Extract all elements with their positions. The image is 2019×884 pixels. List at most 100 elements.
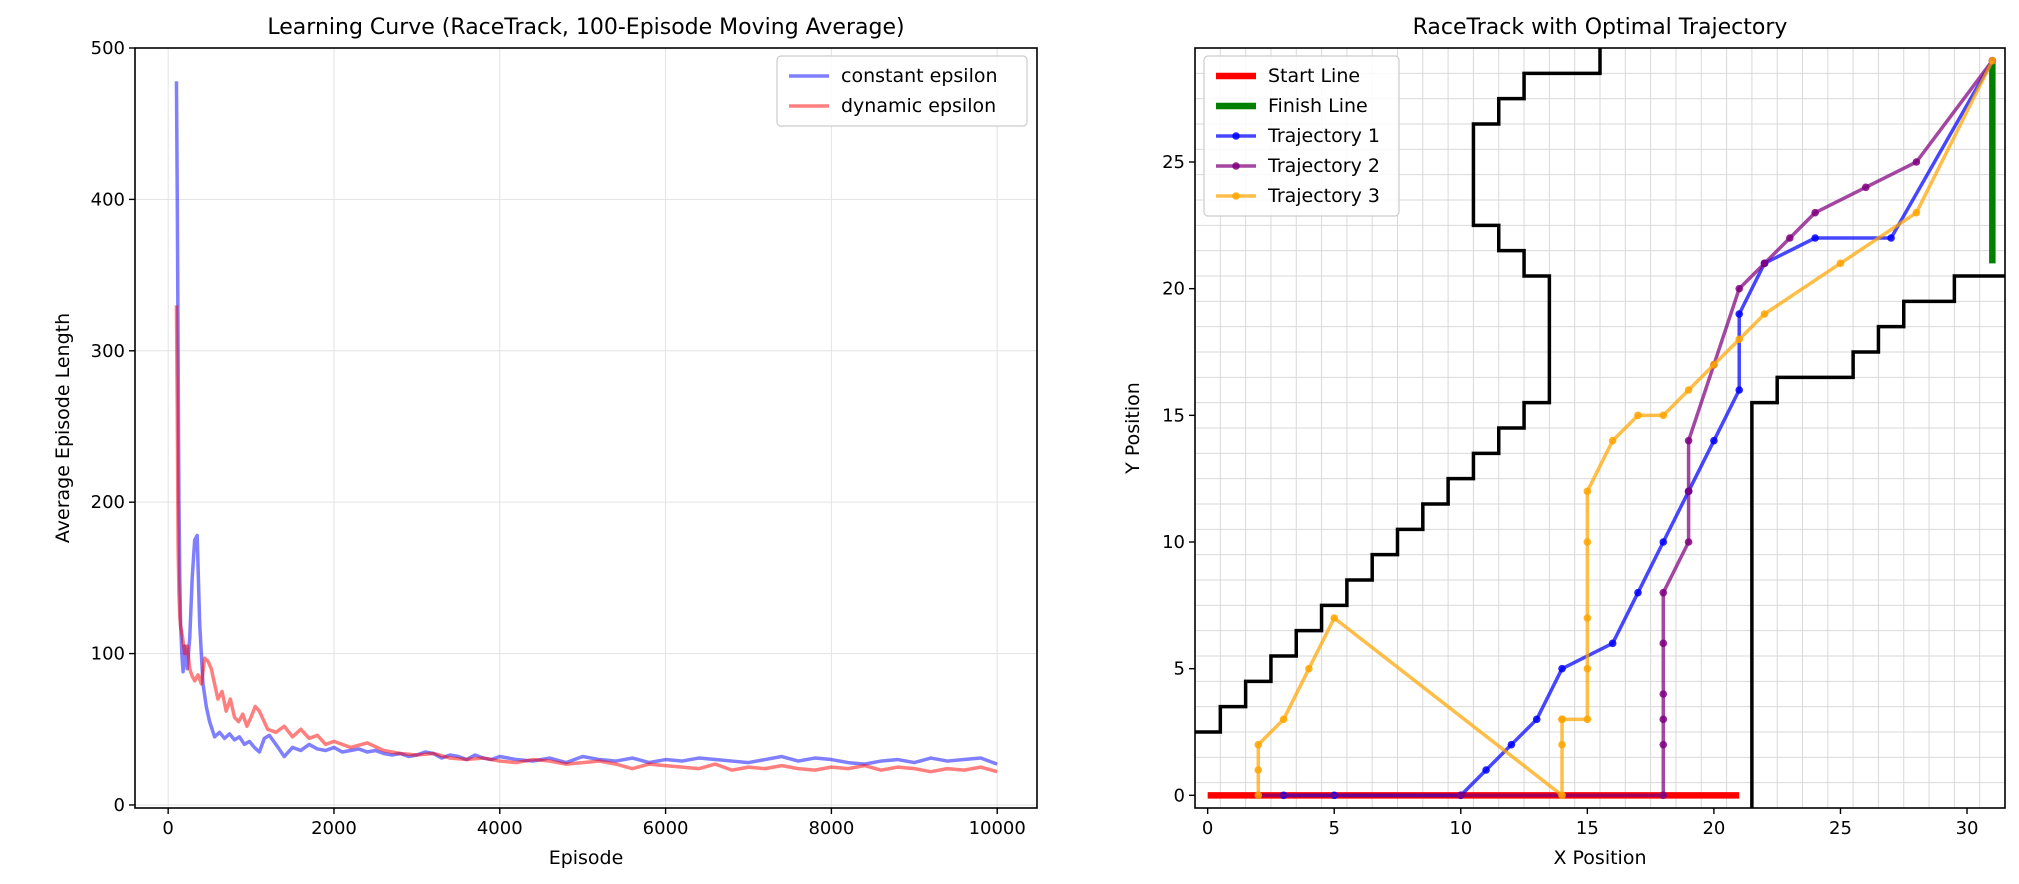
series-line-5 [1256, 59, 1994, 798]
y-tick-label: 20 [1162, 279, 1185, 300]
y-tick-label: 200 [91, 492, 125, 513]
boundary-left-line [1195, 48, 1602, 734]
y-tick-label: 15 [1162, 405, 1185, 426]
y-tick-label: 300 [91, 341, 125, 362]
x-tick-label: 10 [1449, 818, 1472, 839]
x-tick-label: 0 [162, 818, 173, 839]
data-point [1583, 614, 1592, 622]
data-point [1659, 715, 1668, 724]
y-axis-label: Y Position [1122, 382, 1144, 475]
x-tick-label: 6000 [643, 818, 689, 839]
data-point [1608, 436, 1617, 445]
legend-marker [1232, 132, 1240, 140]
data-point [1532, 715, 1541, 724]
chart-title: RaceTrack with Optimal Trajectory [1413, 15, 1788, 40]
data-point [1710, 436, 1718, 445]
x-axis-label: X Position [1553, 847, 1646, 869]
data-point [1330, 614, 1339, 622]
x-tick-label: 10000 [969, 818, 1026, 839]
data-point [1482, 766, 1490, 774]
legend-entry: dynamic epsilon [841, 95, 996, 117]
x-tick-label: 5 [1328, 818, 1339, 839]
data-point [1760, 259, 1769, 268]
x-tick-label: 30 [1956, 818, 1979, 839]
data-point [1558, 715, 1566, 724]
data-point [1659, 538, 1668, 546]
data-point [1634, 588, 1642, 597]
data-point [1558, 664, 1566, 673]
axes-frame [1194, 47, 2006, 809]
data-point [1608, 639, 1617, 648]
legend: Start Line Finish Line Trajectory 1 Traject… [1203, 55, 1400, 217]
data-point [1735, 335, 1744, 344]
series-line-3 [1283, 59, 1994, 798]
legend-marker [1232, 162, 1240, 170]
data-point [1735, 284, 1744, 293]
axes-frame [134, 47, 1038, 809]
data-point [1659, 411, 1668, 420]
data-point [1659, 639, 1668, 648]
data-point [1659, 740, 1668, 749]
data-point [1558, 791, 1566, 800]
data-point [1811, 208, 1819, 217]
y-tick-label: 25 [1162, 152, 1185, 173]
data-point [1634, 411, 1642, 420]
data-point [1684, 386, 1693, 394]
y-axis-label: Average Episode Length [52, 313, 74, 543]
x-tick-label: 0 [1202, 818, 1213, 839]
y-tick-label: 0 [1174, 785, 1185, 806]
legend-marker [1232, 192, 1240, 200]
legend-entry: Trajectory 2 [1267, 155, 1380, 177]
data-point [1279, 715, 1288, 724]
x-tick-label: 2000 [311, 818, 357, 839]
data-point [1710, 360, 1718, 369]
y-tick-label: 100 [91, 644, 125, 665]
y-tick-label: 10 [1162, 532, 1185, 553]
data-point [1760, 310, 1769, 318]
data-point [1659, 690, 1668, 698]
data-point [1912, 208, 1921, 217]
series-line-1 [174, 81, 998, 766]
y-tick-label: 400 [91, 189, 125, 210]
data-point [1684, 538, 1693, 546]
data-point [1684, 487, 1693, 496]
data-point [1988, 56, 1997, 65]
data-point [1254, 791, 1263, 800]
y-tick-label: 0 [114, 795, 125, 816]
data-point [1836, 259, 1845, 268]
data-point [1305, 664, 1313, 673]
legend-box [1203, 55, 1400, 217]
data-point [1583, 664, 1592, 673]
x-tick-label: 4000 [477, 818, 523, 839]
data-point [1735, 310, 1744, 318]
legend: constant epsilon dynamic epsilon [776, 55, 1028, 127]
data-point [1456, 791, 1465, 800]
chart-title: Learning Curve (RaceTrack, 100-Episode M… [267, 15, 904, 40]
chart-1: 0 2000 4000 6000 8000 10000 0 100 200 300 400 500 Le… [52, 15, 1038, 869]
x-tick-label: 20 [1702, 818, 1725, 839]
legend-entry: Trajectory 3 [1267, 185, 1380, 207]
series-line-2 [174, 305, 998, 774]
data-point [1786, 234, 1794, 242]
data-point [1583, 538, 1592, 546]
data-point [1811, 234, 1819, 242]
data-point [1684, 436, 1693, 445]
data-point [1583, 715, 1592, 724]
data-point [1558, 740, 1566, 749]
boundary-right-line [1750, 274, 2005, 808]
y-tick-label: 5 [1174, 659, 1185, 680]
data-point [1887, 234, 1895, 242]
x-tick-label: 8000 [808, 818, 854, 839]
legend-entry: constant epsilon [841, 65, 998, 87]
x-tick-label: 15 [1576, 818, 1599, 839]
legend-entry: Finish Line [1268, 95, 1368, 117]
data-point [1254, 766, 1263, 774]
data-point [1735, 386, 1744, 394]
data-point [1659, 588, 1668, 597]
data-point [1583, 487, 1592, 496]
plot-area [174, 81, 998, 774]
y-tick-label: 500 [91, 38, 125, 59]
data-point [1254, 740, 1263, 749]
x-axis-label: Episode [549, 847, 624, 869]
